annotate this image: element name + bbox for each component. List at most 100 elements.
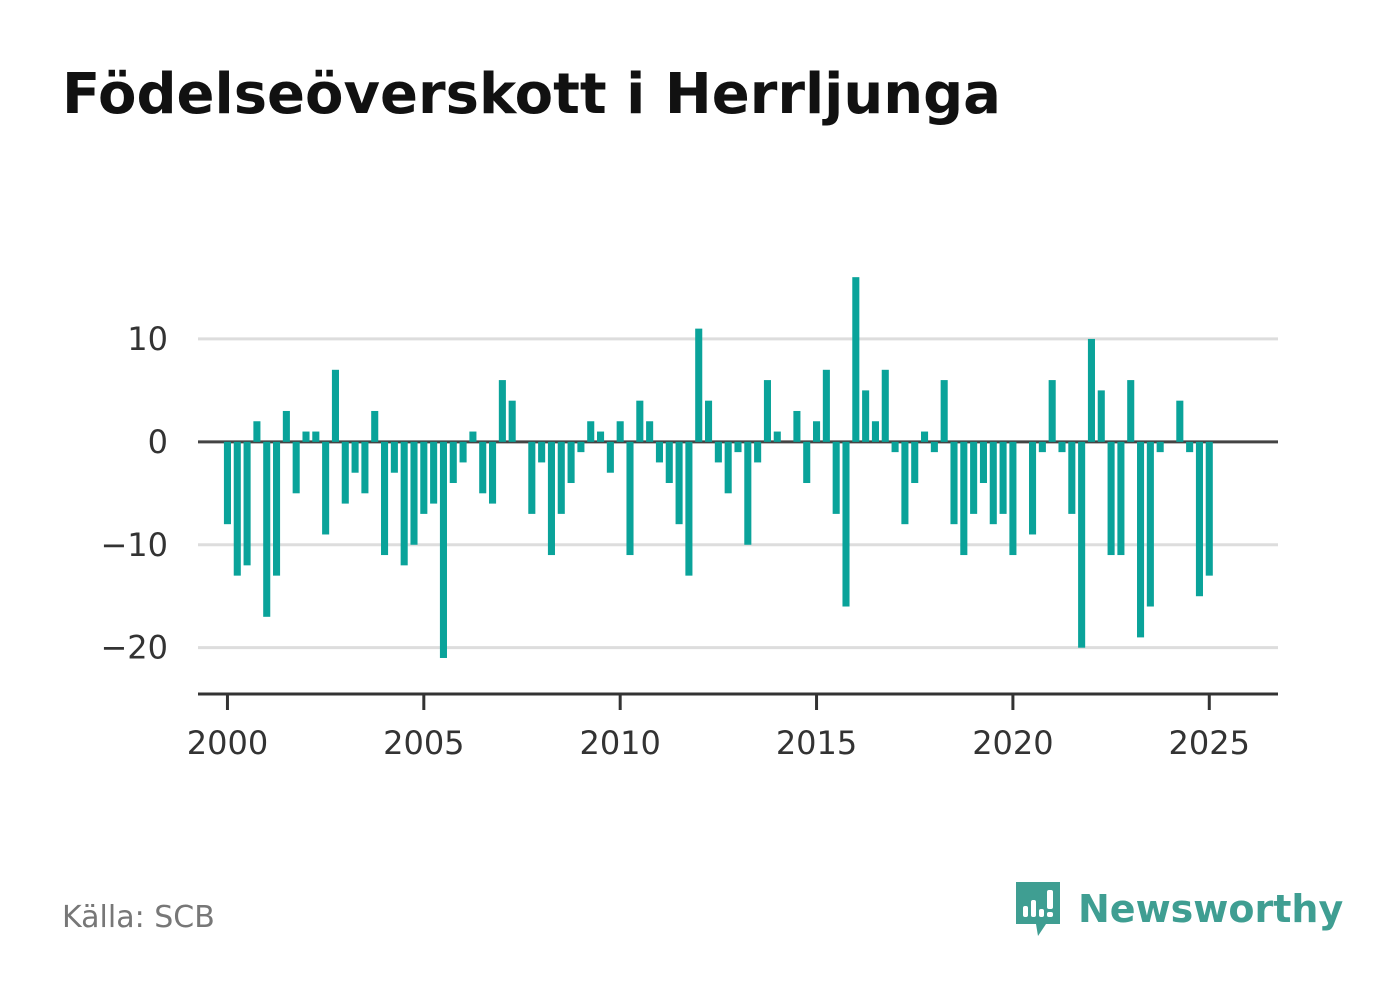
bar <box>832 441 840 514</box>
bar <box>400 441 408 566</box>
bar <box>282 410 290 442</box>
bar <box>862 390 870 442</box>
bar <box>1117 441 1125 556</box>
bar <box>1176 400 1184 442</box>
bar <box>813 421 821 442</box>
bar <box>410 441 418 545</box>
x-tick-label: 2000 <box>187 724 268 762</box>
bar <box>1029 441 1037 535</box>
bar-series <box>223 277 1213 658</box>
y-axis-ticks: 10 0 −10 −20 <box>100 320 168 667</box>
bar <box>322 441 330 535</box>
bar <box>655 441 663 463</box>
bar <box>1058 441 1066 453</box>
bar <box>921 431 929 442</box>
x-tick-label: 2025 <box>1169 724 1250 762</box>
bar <box>1127 380 1135 442</box>
bar <box>1087 338 1095 442</box>
bar <box>911 441 919 484</box>
bar <box>361 441 369 494</box>
bar <box>724 441 732 494</box>
bar <box>793 410 801 442</box>
bar <box>243 441 251 566</box>
bar <box>508 400 516 442</box>
bar <box>822 369 830 442</box>
bar <box>263 441 271 617</box>
bar <box>469 431 477 442</box>
bar <box>538 441 546 463</box>
bar <box>940 380 948 442</box>
bar <box>449 441 457 484</box>
bar <box>1205 441 1213 576</box>
bar <box>233 441 241 576</box>
bar <box>606 441 614 473</box>
bar <box>970 441 978 514</box>
bar <box>341 441 349 504</box>
bar <box>842 441 850 607</box>
bar <box>1137 441 1145 638</box>
bar <box>714 441 722 463</box>
bar <box>665 441 673 484</box>
bar <box>587 421 595 442</box>
bar <box>1107 441 1115 556</box>
bar <box>597 431 605 442</box>
bar <box>636 400 644 442</box>
bar <box>567 441 575 484</box>
bar <box>223 441 231 525</box>
bar <box>1186 441 1194 453</box>
bar <box>1156 441 1164 453</box>
bar <box>881 369 889 442</box>
newsworthy-logo-icon <box>1016 882 1060 936</box>
bar <box>950 441 958 525</box>
brand-name: Newsworthy <box>1078 887 1344 931</box>
y-tick-label: 0 <box>148 423 168 461</box>
bar <box>459 441 467 463</box>
bar <box>744 441 752 545</box>
bar <box>1097 390 1105 442</box>
bar <box>312 431 320 442</box>
bar <box>498 380 506 442</box>
bar <box>1048 380 1056 442</box>
bar <box>430 441 438 504</box>
bar <box>439 441 447 658</box>
bar <box>871 421 879 442</box>
y-tick-label: −20 <box>100 629 168 667</box>
x-axis: 2000 2005 2010 2015 2020 2025 <box>187 692 1278 762</box>
bar <box>803 441 811 484</box>
bar <box>685 441 693 576</box>
bar <box>1009 441 1017 556</box>
bar <box>695 328 703 442</box>
bar <box>646 421 654 442</box>
bar <box>999 441 1007 514</box>
x-tick-label: 2005 <box>383 724 464 762</box>
bar <box>1078 441 1086 648</box>
bar <box>891 441 899 453</box>
bar <box>1038 441 1046 453</box>
bar <box>302 431 310 442</box>
bar <box>292 441 300 494</box>
bar <box>773 431 781 442</box>
y-tick-label: −10 <box>100 526 168 564</box>
bar <box>734 441 742 453</box>
x-tick-label: 2015 <box>776 724 857 762</box>
x-tick-label: 2010 <box>579 724 660 762</box>
bar <box>557 441 565 514</box>
bar <box>901 441 909 525</box>
x-tick-label: 2020 <box>972 724 1053 762</box>
bar <box>1195 441 1203 597</box>
bar <box>960 441 968 556</box>
bar <box>351 441 359 473</box>
bar <box>930 441 938 453</box>
bar <box>979 441 987 484</box>
bar <box>1146 441 1154 607</box>
y-tick-label: 10 <box>127 320 168 358</box>
bar <box>616 421 624 442</box>
bar <box>479 441 487 494</box>
bar <box>705 400 713 442</box>
bar <box>420 441 428 514</box>
bar <box>489 441 497 504</box>
bar <box>763 380 771 442</box>
bar <box>675 441 683 525</box>
bar <box>754 441 762 463</box>
bar <box>273 441 281 576</box>
